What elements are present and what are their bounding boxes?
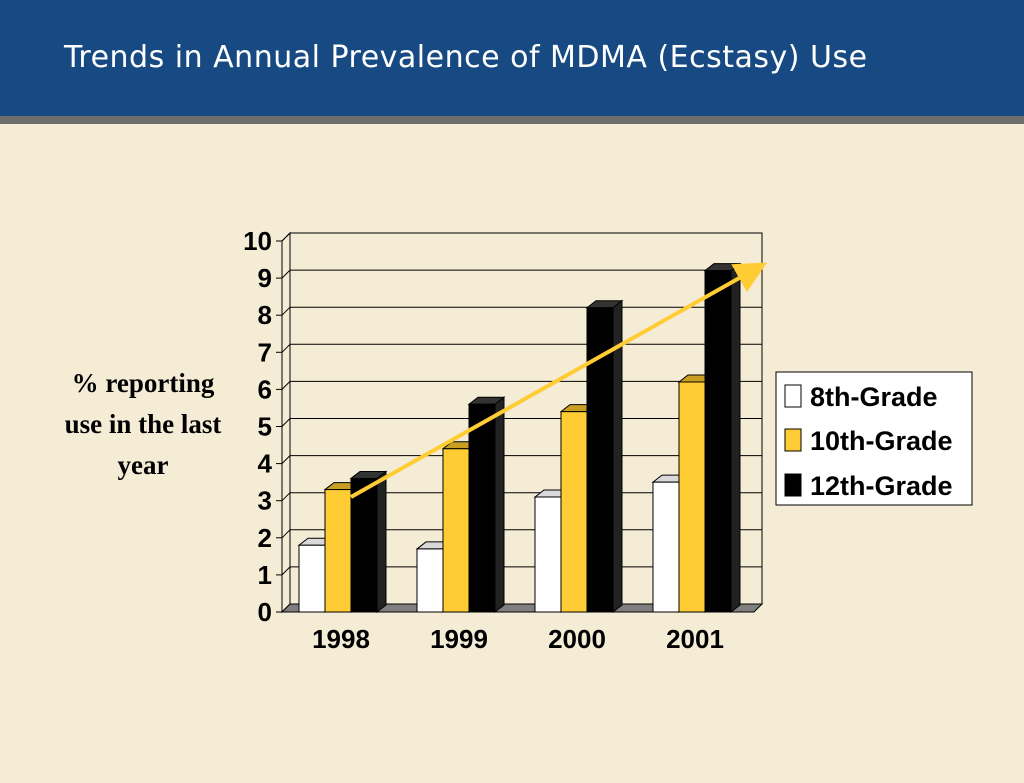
gridline-side <box>281 492 291 502</box>
y-tick-label: 3 <box>258 486 272 516</box>
gridline-side <box>281 418 291 427</box>
gridline-side <box>281 306 291 316</box>
legend-label-10th-grade: 10th-Grade <box>810 426 953 456</box>
bars <box>297 262 767 614</box>
gridline-side <box>281 566 291 576</box>
title-bar <box>0 0 1024 116</box>
bar-10th-Grade-1999 <box>442 448 470 613</box>
gridline-side <box>281 343 291 353</box>
bar-8th-Grade-1998 <box>298 544 326 613</box>
y-tick-label: 5 <box>258 412 272 442</box>
gridline-side <box>281 529 291 539</box>
bar-side-12th-Grade-1999 <box>494 396 505 614</box>
bar-12th-Grade-1998 <box>350 477 378 613</box>
y-tick-label: 9 <box>258 263 272 293</box>
bar-8th-Grade-1999 <box>416 548 444 613</box>
y-tick-label: 10 <box>243 226 272 256</box>
x-tick-label-2000: 2000 <box>548 624 606 654</box>
legend: 8th-Grade 10th-Grade 12th-Grade <box>775 371 973 506</box>
gridline-side <box>281 455 291 464</box>
bar-side-12th-Grade-1998 <box>376 470 387 614</box>
bar-10th-Grade-2000 <box>560 411 588 613</box>
title-divider <box>0 116 1024 124</box>
bar-12th-Grade-1999 <box>468 403 496 613</box>
bar-8th-Grade-2000 <box>534 496 562 613</box>
y-tick-label: 7 <box>258 337 272 367</box>
slide-title: Trends in Annual Prevalence of MDMA (Ecs… <box>64 40 868 75</box>
y-tick-label: 8 <box>258 300 272 330</box>
bar-10th-Grade-1998 <box>324 489 352 613</box>
y-tick-label: 4 <box>258 449 273 479</box>
x-tick-label-1999: 1999 <box>430 624 488 654</box>
x-tick-label-1998: 1998 <box>312 624 370 654</box>
y-axis-label-line-3: year <box>118 450 169 480</box>
y-tick-label: 0 <box>258 597 272 627</box>
legend-box <box>775 371 973 506</box>
legend-label-8th-grade: 8th-Grade <box>810 382 938 412</box>
gridline-side <box>281 381 291 390</box>
bar-side-12th-Grade-2001 <box>730 262 741 614</box>
chart-labels: % reporting use in the last year 0 1 2 3 4 5 6… <box>65 226 724 654</box>
gridline-side <box>281 269 291 279</box>
legend-swatch-12th-grade <box>784 473 802 497</box>
gridline-side <box>281 232 291 242</box>
legend-swatch-8th-grade <box>784 384 802 408</box>
y-axis-label-line-2: use in the last <box>65 409 222 439</box>
y-tick-label: 2 <box>258 523 272 553</box>
y-axis-label-line-1: % reporting <box>72 368 215 398</box>
x-tick-label-2001: 2001 <box>666 624 724 654</box>
y-tick-label: 1 <box>258 560 272 590</box>
bar-8th-Grade-2001 <box>652 481 680 613</box>
bar-10th-Grade-2001 <box>678 381 706 613</box>
y-tick-label: 6 <box>258 374 272 404</box>
legend-swatch-10th-grade <box>784 428 802 452</box>
bar-12th-Grade-2001 <box>704 270 732 613</box>
legend-label-12th-grade: 12th-Grade <box>810 471 953 501</box>
trend-arrow <box>350 262 767 499</box>
